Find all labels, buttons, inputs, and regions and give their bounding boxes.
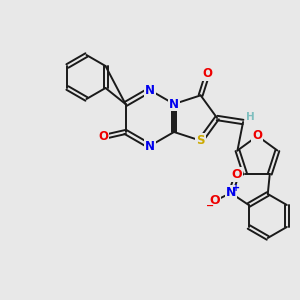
Text: O: O [231, 169, 242, 182]
Text: O: O [98, 130, 109, 143]
Text: O: O [202, 67, 213, 80]
Text: H: H [246, 112, 254, 122]
Text: +: + [232, 183, 240, 193]
Text: N: N [145, 83, 155, 97]
Text: O: O [252, 130, 262, 142]
Text: N: N [145, 140, 155, 152]
Text: O: O [209, 194, 220, 208]
Text: −: − [206, 201, 214, 211]
Text: N: N [169, 98, 179, 110]
Text: N: N [226, 187, 236, 200]
Text: S: S [196, 134, 205, 147]
